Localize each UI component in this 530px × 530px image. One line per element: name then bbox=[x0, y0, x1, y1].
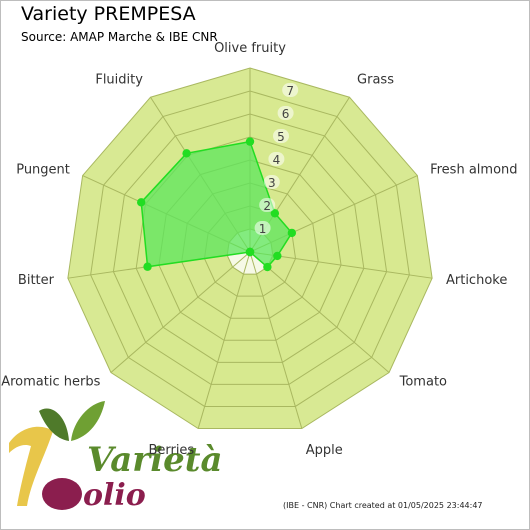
logo-text-olio: olio bbox=[83, 478, 146, 513]
tick-label-bg bbox=[282, 83, 299, 97]
axis-label: Aromatic herbs bbox=[1, 375, 100, 390]
grid-spoke bbox=[197, 251, 251, 429]
logo-leaf-right bbox=[71, 401, 105, 441]
data-point bbox=[182, 149, 191, 158]
radar-axis-labels: Olive fruity Grass Fresh almond Artichoke To… bbox=[1, 41, 517, 458]
axis-label: Apple bbox=[306, 443, 343, 458]
variety-olio-logo: Varietà olio bbox=[9, 401, 223, 513]
axis-label: Fluidity bbox=[95, 72, 143, 87]
data-point bbox=[273, 251, 282, 261]
tick-label: 5 bbox=[277, 130, 285, 144]
axis-label: Berries bbox=[148, 443, 194, 458]
axis-label: Olive fruity bbox=[214, 41, 286, 56]
chart-credit: (IBE - CNR) Chart created at 01/05/2025 … bbox=[283, 501, 483, 510]
data-point bbox=[137, 198, 146, 207]
tick-label-bg bbox=[268, 152, 285, 166]
data-point bbox=[270, 209, 280, 218]
axis-label: Pungent bbox=[16, 163, 70, 178]
tick-label-bg bbox=[254, 221, 271, 235]
radar-tick-labels: 1 2 3 4 5 6 7 bbox=[254, 83, 299, 236]
tick-label-bg bbox=[277, 106, 294, 120]
tick-label: 6 bbox=[282, 107, 290, 121]
tick-label: 2 bbox=[263, 199, 271, 213]
logo-yellow-stroke bbox=[9, 426, 53, 506]
logo-text-varieta: Varietà bbox=[87, 440, 223, 480]
tick-label: 3 bbox=[268, 176, 276, 190]
axis-label: Grass bbox=[357, 72, 394, 87]
axis-label: Bitter bbox=[18, 273, 55, 288]
tick-label-bg bbox=[273, 129, 289, 143]
grid-spoke bbox=[110, 251, 251, 373]
data-point bbox=[143, 262, 152, 271]
series-area bbox=[140, 140, 293, 269]
tick-label-bg bbox=[263, 175, 280, 189]
tick-label: 4 bbox=[273, 153, 281, 167]
tick-label: 7 bbox=[286, 84, 294, 98]
logo-olive bbox=[42, 478, 82, 510]
radar-series bbox=[137, 137, 297, 272]
chart-title: Variety PREMPESA bbox=[21, 3, 196, 25]
grid-spoke bbox=[249, 251, 303, 429]
data-point bbox=[287, 228, 297, 238]
tick-label-bg bbox=[259, 198, 276, 212]
chart-subtitle: Source: AMAP Marche & IBE CNR bbox=[21, 30, 218, 44]
data-point bbox=[245, 247, 255, 257]
axis-label: Fresh almond bbox=[430, 163, 517, 178]
data-point bbox=[245, 137, 255, 146]
logo-leaf-left bbox=[39, 408, 69, 441]
data-point bbox=[263, 262, 272, 272]
grid-spoke bbox=[249, 251, 390, 373]
axis-label: Tomato bbox=[399, 375, 447, 390]
axis-label: Artichoke bbox=[446, 273, 507, 288]
tick-label: 1 bbox=[259, 222, 267, 236]
